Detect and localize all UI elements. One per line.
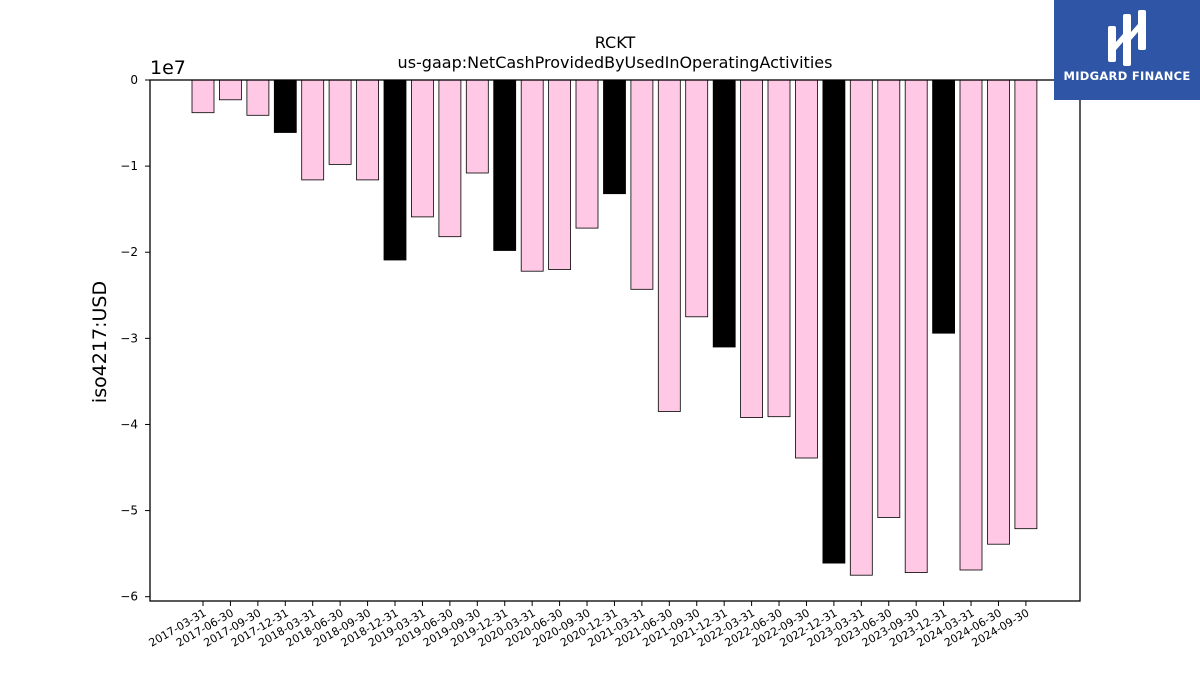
y-tick-label: −2 xyxy=(120,245,138,259)
bar-2017-12-31 xyxy=(273,79,297,133)
midgard-finance-logo: MIDGARD FINANCE xyxy=(1054,0,1200,100)
bar-2021-06-30 xyxy=(657,79,681,412)
bar-2017-09-30 xyxy=(246,79,270,116)
logo-text: MIDGARD FINANCE xyxy=(1063,69,1191,83)
bar-2024-06-30 xyxy=(987,79,1010,545)
bar-2022-06-30 xyxy=(767,79,791,418)
bar-2021-12-31 xyxy=(712,79,736,348)
y-tick-label: −4 xyxy=(120,417,138,431)
bar-2024-03-31 xyxy=(959,79,983,571)
bar-2023-03-31 xyxy=(849,79,873,576)
chart-title: RCKT xyxy=(595,33,636,52)
bar-2018-03-31 xyxy=(301,79,325,181)
bar-2024-09-30 xyxy=(1014,79,1038,530)
bar-2017-06-30 xyxy=(218,79,242,101)
y-tick-label: 0 xyxy=(130,73,138,87)
bar-2018-09-30 xyxy=(356,79,380,181)
bar-2017-03-31 xyxy=(191,79,215,114)
y-tick-label: −5 xyxy=(120,504,138,518)
y-tick-label: −6 xyxy=(120,590,138,604)
x-ticks: 2017-03-312017-06-302017-09-302017-12-31… xyxy=(147,601,1031,650)
bar-2021-03-31 xyxy=(630,79,654,290)
y-ticks: 0 −1 −2 −3 −4 −5 −6 xyxy=(120,73,150,604)
bar-2022-09-30 xyxy=(795,79,818,459)
bar-2019-12-31 xyxy=(493,79,517,251)
midgard-logo-icon xyxy=(1108,10,1146,66)
bar-2021-09-30 xyxy=(685,79,709,318)
bar-2020-12-31 xyxy=(603,79,626,195)
chart-subtitle: us-gaap:NetCashProvidedByUsedInOperating… xyxy=(398,53,833,72)
bar-2020-03-31 xyxy=(520,79,544,272)
bar-2023-09-30 xyxy=(904,79,928,574)
bar-2019-03-31 xyxy=(410,79,434,218)
bar-2018-06-30 xyxy=(328,79,352,165)
bar-2019-09-30 xyxy=(465,79,489,174)
bar-2018-12-31 xyxy=(383,79,407,261)
plot-frame xyxy=(149,79,1081,602)
bars-group xyxy=(191,79,1038,576)
y-tick-label: −3 xyxy=(120,331,138,345)
bar-2022-03-31 xyxy=(740,79,763,419)
y-tick-label: −1 xyxy=(120,159,138,173)
bar-2023-06-30 xyxy=(877,79,901,518)
y-offset-label: 1e7 xyxy=(150,57,186,79)
bar-2023-12-31 xyxy=(932,79,955,334)
y-axis-label: iso4217:USD xyxy=(89,281,111,403)
bar-2020-09-30 xyxy=(575,79,599,229)
bar-2020-06-30 xyxy=(548,79,571,270)
bar-2019-06-30 xyxy=(438,79,462,238)
bar-2022-12-31 xyxy=(822,79,846,564)
